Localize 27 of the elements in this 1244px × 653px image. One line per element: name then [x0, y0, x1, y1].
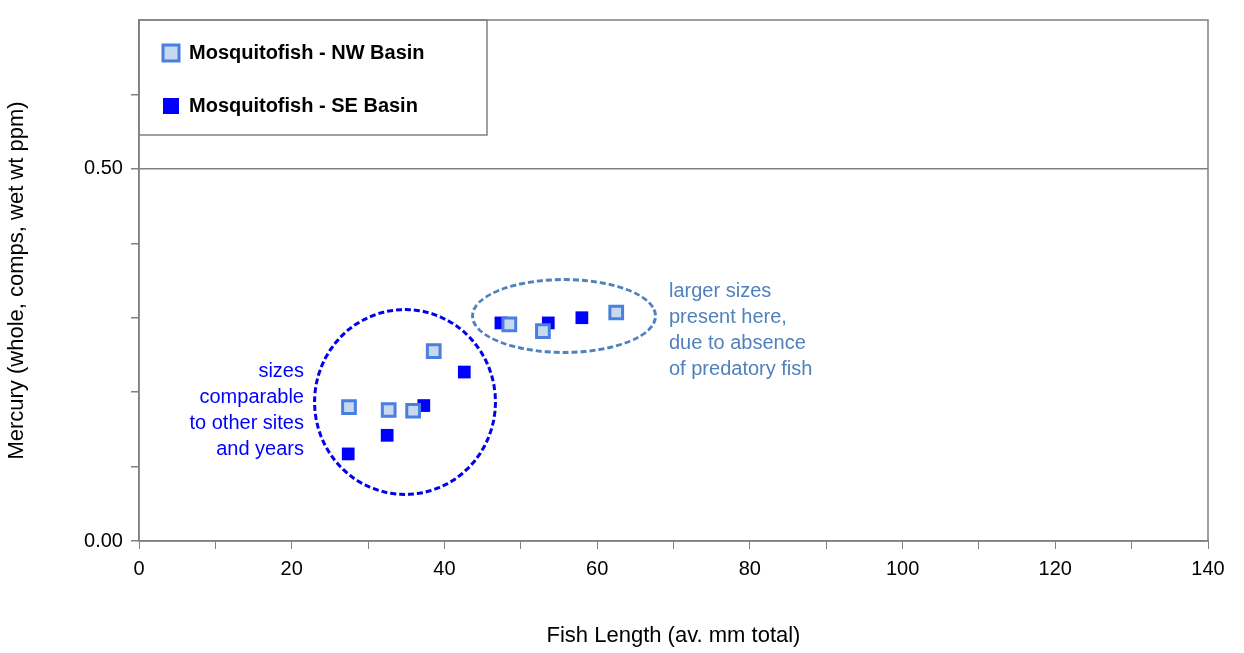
point: [457, 365, 471, 379]
point: [380, 402, 397, 418]
y-axis-title: Mercury (whole, comps, wet wt ppm): [3, 101, 29, 460]
point: [608, 304, 625, 321]
point: [341, 447, 355, 461]
point: [380, 428, 394, 442]
x-axis-title: Fish Length (av. mm total): [546, 621, 801, 647]
x-tick-label: 20: [280, 556, 303, 579]
y-tick-label: 0.50: [84, 156, 123, 179]
point: [405, 402, 421, 419]
annotation: sizes comparable to other sites and years: [189, 358, 304, 459]
point: [341, 399, 357, 415]
point: [535, 323, 551, 339]
point: [425, 343, 442, 360]
y-tick-label: 0.00: [84, 528, 123, 551]
point: [501, 316, 518, 333]
x-tick-label: 100: [885, 556, 920, 579]
legend-label: Mosquitofish - NW Basin: [189, 40, 425, 63]
x-tick-label: 40: [433, 556, 456, 579]
annotation: larger sizes present here, due to absence of predatory fish: [669, 278, 813, 379]
x-tick-label: 80: [738, 556, 761, 579]
legend-label: Mosquitofish - SE Basin: [189, 93, 418, 116]
x-tick-label: 140: [1191, 556, 1225, 579]
x-tick-label: 120: [1038, 556, 1072, 579]
x-tick-label: 60: [586, 556, 609, 579]
x-tick-label: 0: [133, 556, 145, 579]
point: [575, 311, 589, 325]
